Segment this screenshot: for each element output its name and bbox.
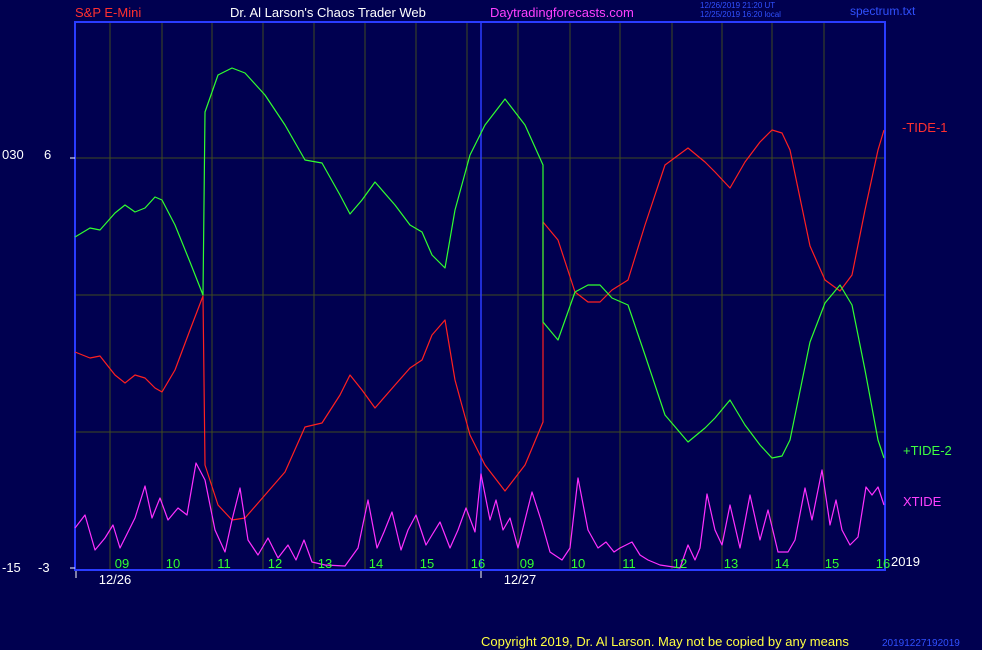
hour-label-4: 13 [318, 556, 332, 571]
timestamp: 12/26/2019 21:20 UT 12/25/2019 16:20 loc… [700, 1, 781, 19]
hour-label-5: 14 [369, 556, 383, 571]
hour-label-13: 14 [775, 556, 789, 571]
hour-label-15: 16 [876, 556, 890, 571]
hour-label-1: 10 [166, 556, 180, 571]
copyright-notice: Copyright 2019, Dr. Al Larson. May not b… [481, 634, 849, 649]
series-line--tide-2 [74, 67, 885, 459]
hour-label-3: 12 [268, 556, 282, 571]
site-title: Dr. Al Larson's Chaos Trader Web [230, 5, 426, 20]
hour-label-14: 15 [825, 556, 839, 571]
timestamp-ut: 12/26/2019 21:20 UT [700, 1, 776, 10]
hour-label-2: 11 [217, 556, 231, 571]
series-line-xtide [74, 462, 885, 569]
hour-label-9: 10 [571, 556, 585, 571]
chart-frame [70, 21, 886, 578]
year-label: 2019 [891, 554, 920, 569]
hour-label-0: 09 [115, 556, 129, 571]
x-axis-labels: 09 10 11 12 13 14 15 16 09 10 11 12 13 14 15 16 12/26 12/… [99, 556, 891, 587]
hour-label-11: 12 [673, 556, 687, 571]
chart-grid [75, 22, 885, 570]
left-axis-outer-bottom: -15 [2, 560, 21, 575]
left-axis-inner-top: 6 [44, 147, 52, 162]
timestamp-local: 12/25/2019 16:20 local [700, 10, 781, 19]
left-axis-inner-bottom: -3 [38, 560, 50, 575]
date-label-1: 12/27 [504, 572, 537, 587]
hour-label-6: 15 [420, 556, 434, 571]
hour-label-8: 09 [520, 556, 534, 571]
legend-xtide: XTIDE [903, 494, 942, 509]
date-label-0: 12/26 [99, 572, 132, 587]
hour-label-7: 16 [471, 556, 485, 571]
legend-tide2: +TIDE-2 [903, 443, 952, 458]
copyright-suffix: 20191227192019 [882, 638, 960, 649]
series-line--tide-1 [74, 129, 885, 521]
website-link[interactable]: Daytradingforecasts.com [490, 5, 634, 20]
legend-tide1: -TIDE-1 [902, 120, 948, 135]
plot-frame [74, 21, 886, 571]
file-name: spectrum.txt [850, 4, 916, 18]
hour-label-10: 11 [622, 556, 636, 571]
chart-series [74, 67, 885, 569]
left-axis-outer-top: 030 [2, 147, 24, 162]
hour-label-12: 13 [724, 556, 738, 571]
symbol-title: S&P E-Mini [75, 5, 142, 20]
